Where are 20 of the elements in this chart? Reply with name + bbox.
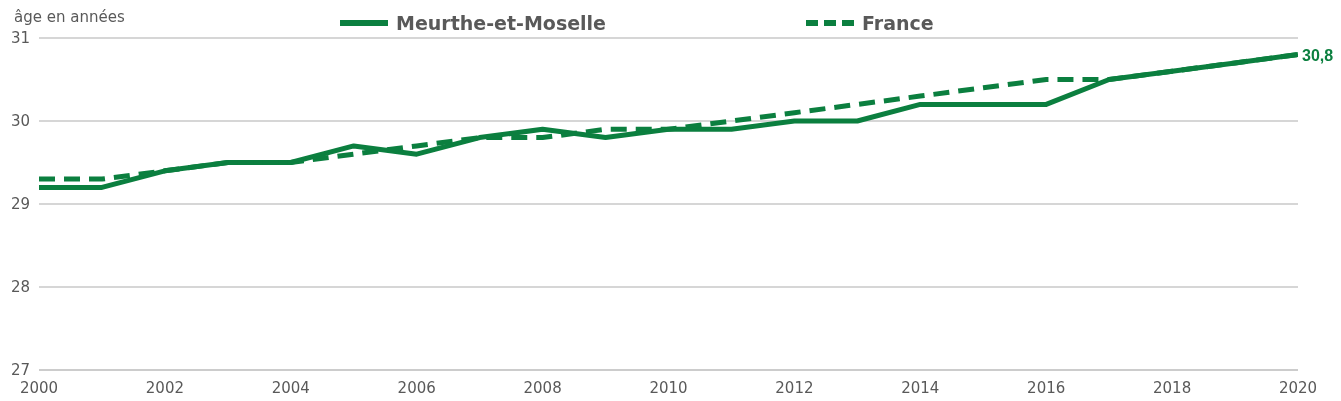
y-tick-label: 31	[10, 29, 30, 48]
y-tick-label: 30	[10, 112, 30, 131]
x-tick-label: 2000	[19, 378, 59, 397]
x-tick-label: 2010	[649, 378, 688, 397]
x-tick-label: 2008	[523, 378, 562, 397]
x-tick-label: 2002	[145, 378, 184, 397]
y-tick-label: 28	[10, 278, 30, 297]
y-axis-title: âge en années	[14, 8, 125, 26]
y-tick-label: 27	[10, 361, 30, 380]
x-tick-label: 2004	[271, 378, 310, 397]
x-tick-label: 2006	[397, 378, 436, 397]
legend-label: Meurthe-et-Moselle	[396, 12, 606, 34]
x-tick-label: 2012	[775, 378, 814, 397]
data-label: 30,8	[1302, 46, 1334, 64]
x-tick-label: 2018	[1153, 378, 1192, 397]
x-tick-label: 2020	[1278, 378, 1318, 397]
legend-label: France	[862, 12, 934, 34]
y-tick-label: 29	[10, 195, 30, 214]
x-tick-label: 2014	[901, 378, 940, 397]
x-tick-label: 2016	[1027, 378, 1066, 397]
